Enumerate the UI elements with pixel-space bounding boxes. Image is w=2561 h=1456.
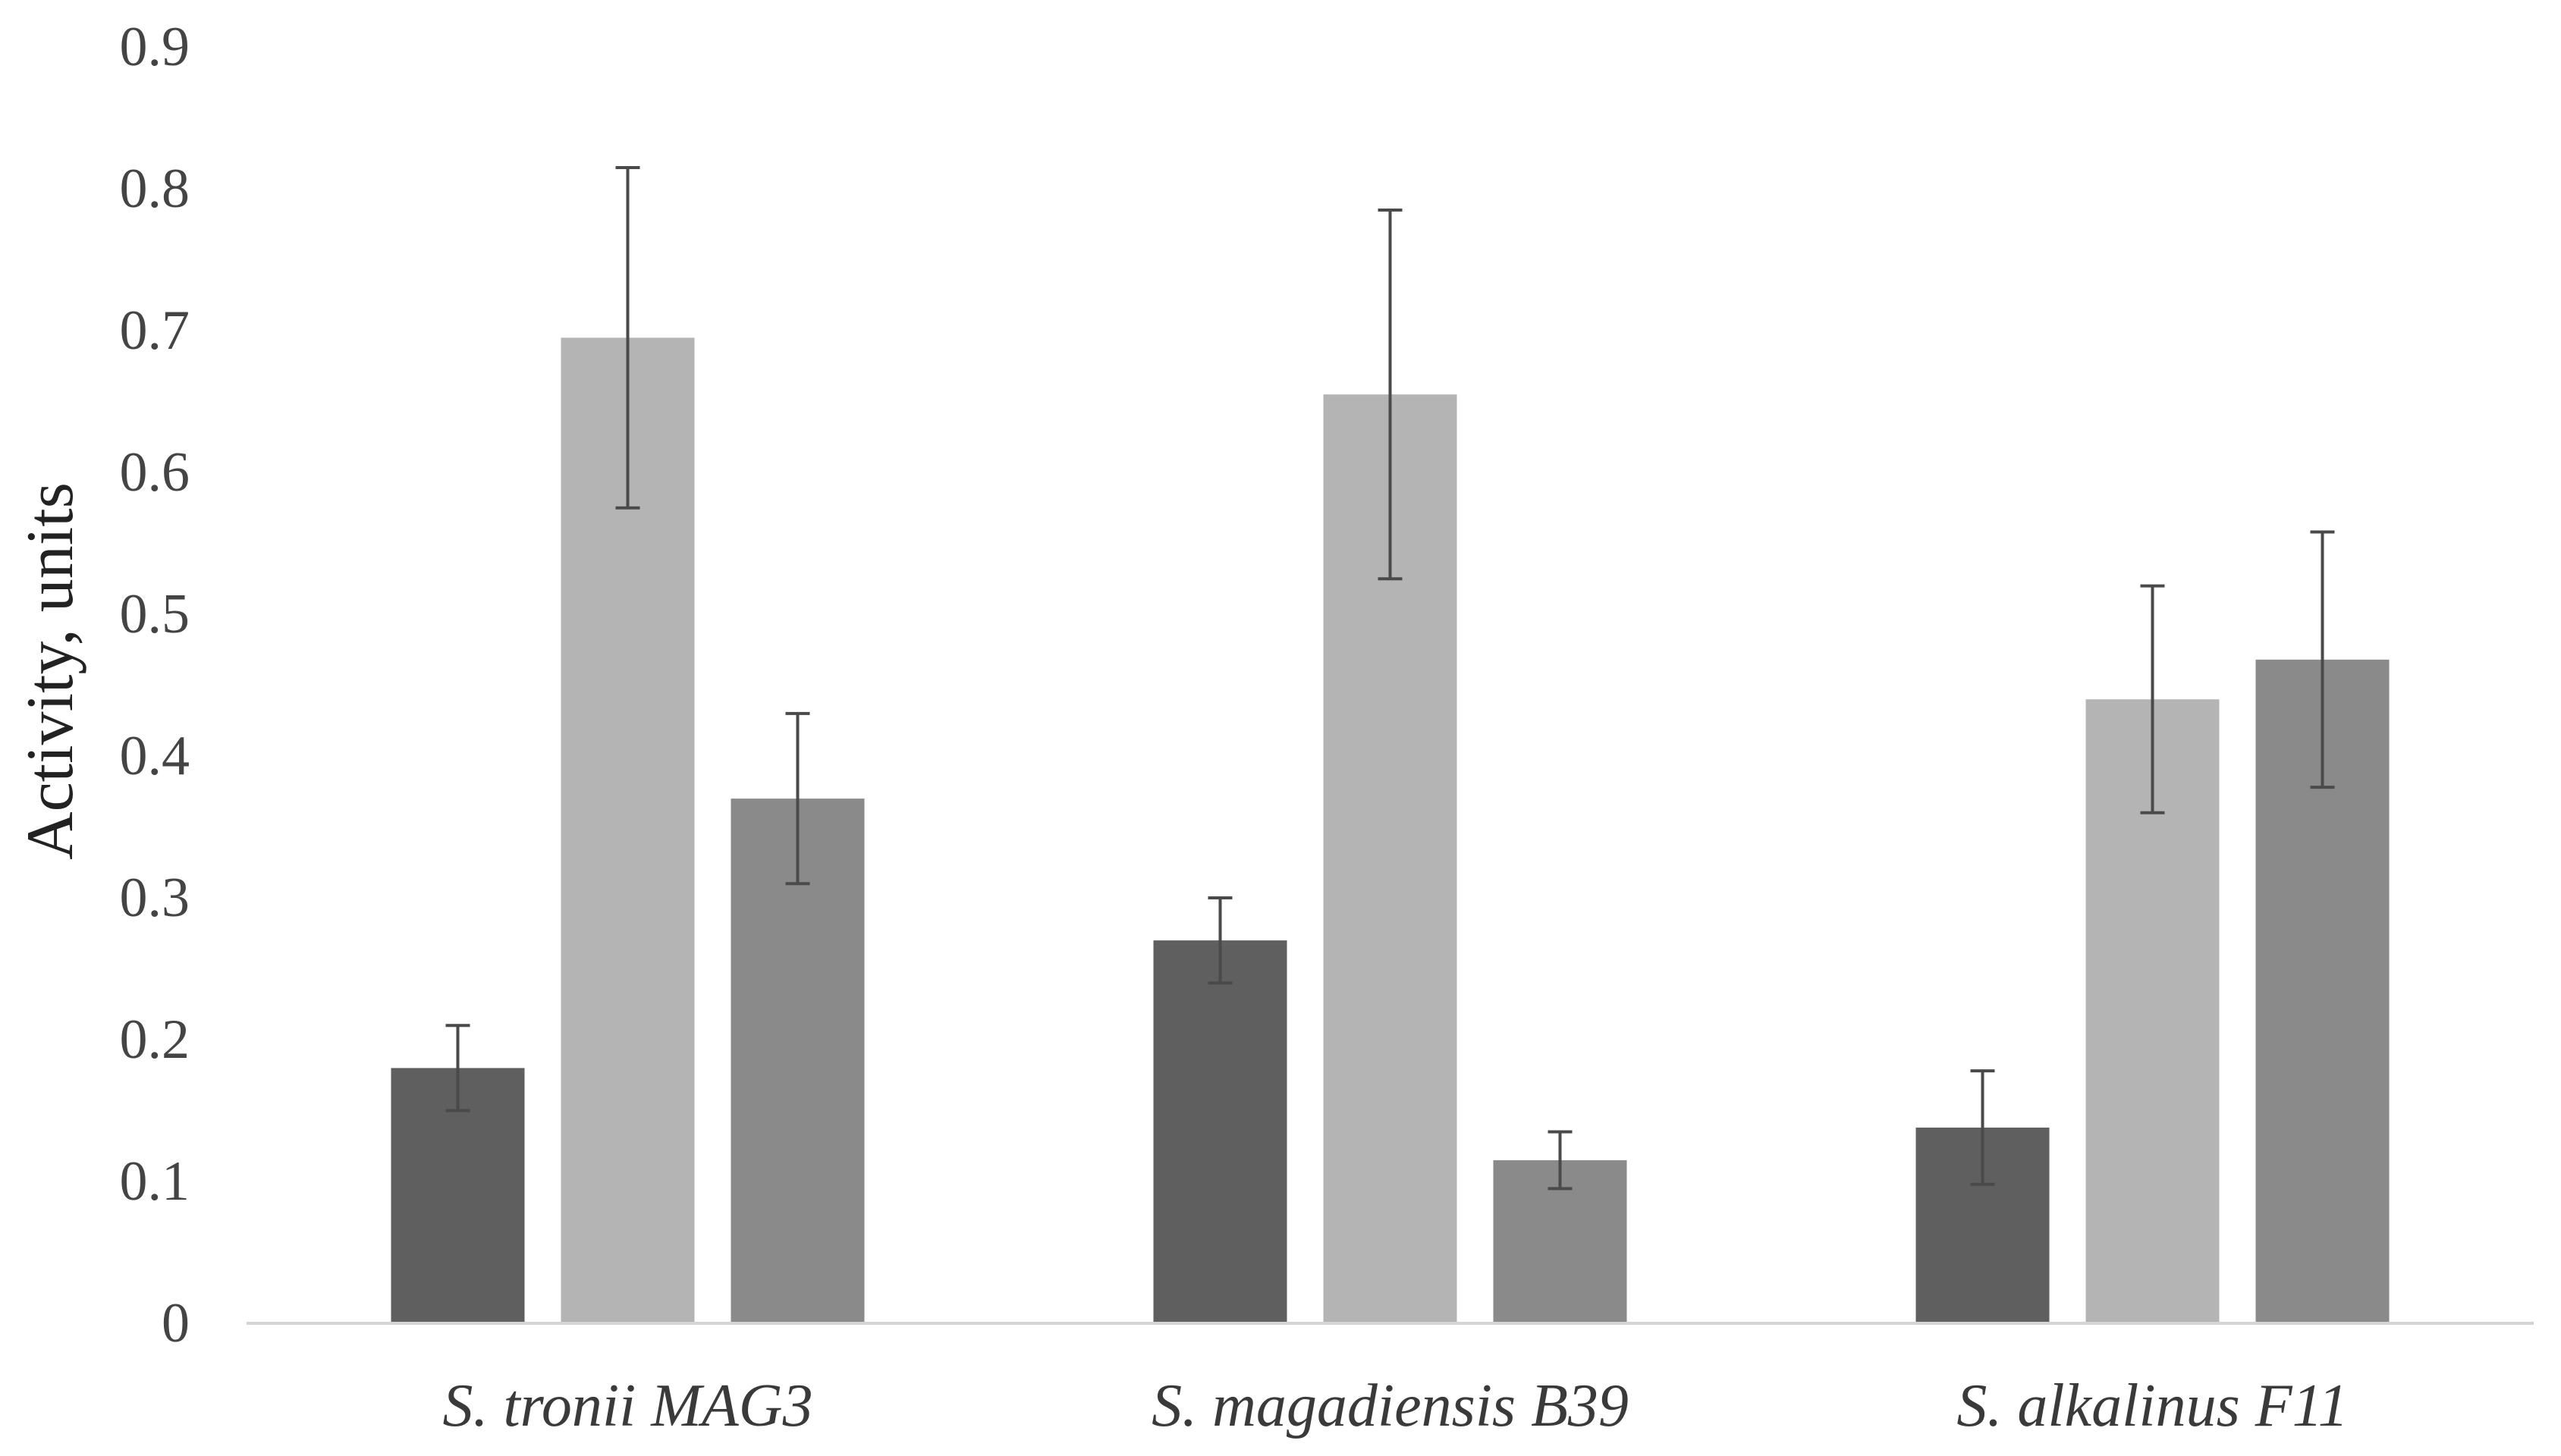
bar-marks bbox=[391, 337, 2390, 1324]
error-bar-1-3 bbox=[1970, 1065, 1995, 1191]
error-bar-3-2 bbox=[1548, 1130, 1573, 1191]
x-axis-category-labels: S. tronii MAG3 S. magadiensis B39 S. alkal… bbox=[442, 1373, 2348, 1439]
error-bar-3-3 bbox=[2310, 530, 2335, 789]
error-bars bbox=[445, 165, 2335, 1191]
y-tick-label: 0.4 bbox=[120, 725, 190, 787]
error-bar-1-1 bbox=[445, 1019, 470, 1117]
y-tick-label: 0.8 bbox=[120, 158, 190, 220]
y-tick-label: 0.1 bbox=[120, 1150, 190, 1213]
x-category-label: S. magadiensis B39 bbox=[1152, 1373, 1629, 1439]
y-tick-label: 0.7 bbox=[120, 300, 190, 362]
error-bar-3-1 bbox=[785, 711, 810, 886]
error-bar-2-3 bbox=[2140, 584, 2165, 814]
y-tick-label: 0.2 bbox=[120, 1009, 190, 1071]
y-axis-ticks: 0 0.1 0.2 0.3 0.4 0.5 0.6 0.7 0.8 0.9 bbox=[120, 16, 190, 1354]
x-category-label: S. tronii MAG3 bbox=[442, 1373, 812, 1439]
y-axis-title: Activity, units bbox=[14, 482, 87, 860]
y-tick-label: 0.3 bbox=[120, 867, 190, 929]
error-bar-2-2 bbox=[1378, 209, 1403, 581]
y-tick-label: 0.6 bbox=[120, 441, 190, 504]
y-tick-label: 0.9 bbox=[120, 16, 190, 78]
error-bar-2-1 bbox=[615, 165, 640, 510]
error-bar-1-2 bbox=[1208, 892, 1233, 990]
x-category-label: S. alkalinus F11 bbox=[1956, 1373, 2348, 1439]
bar-3-1 bbox=[731, 799, 865, 1323]
y-tick-label: 0 bbox=[162, 1292, 190, 1354]
y-tick-label: 0.5 bbox=[120, 583, 190, 645]
bar-1-2 bbox=[1153, 940, 1287, 1323]
